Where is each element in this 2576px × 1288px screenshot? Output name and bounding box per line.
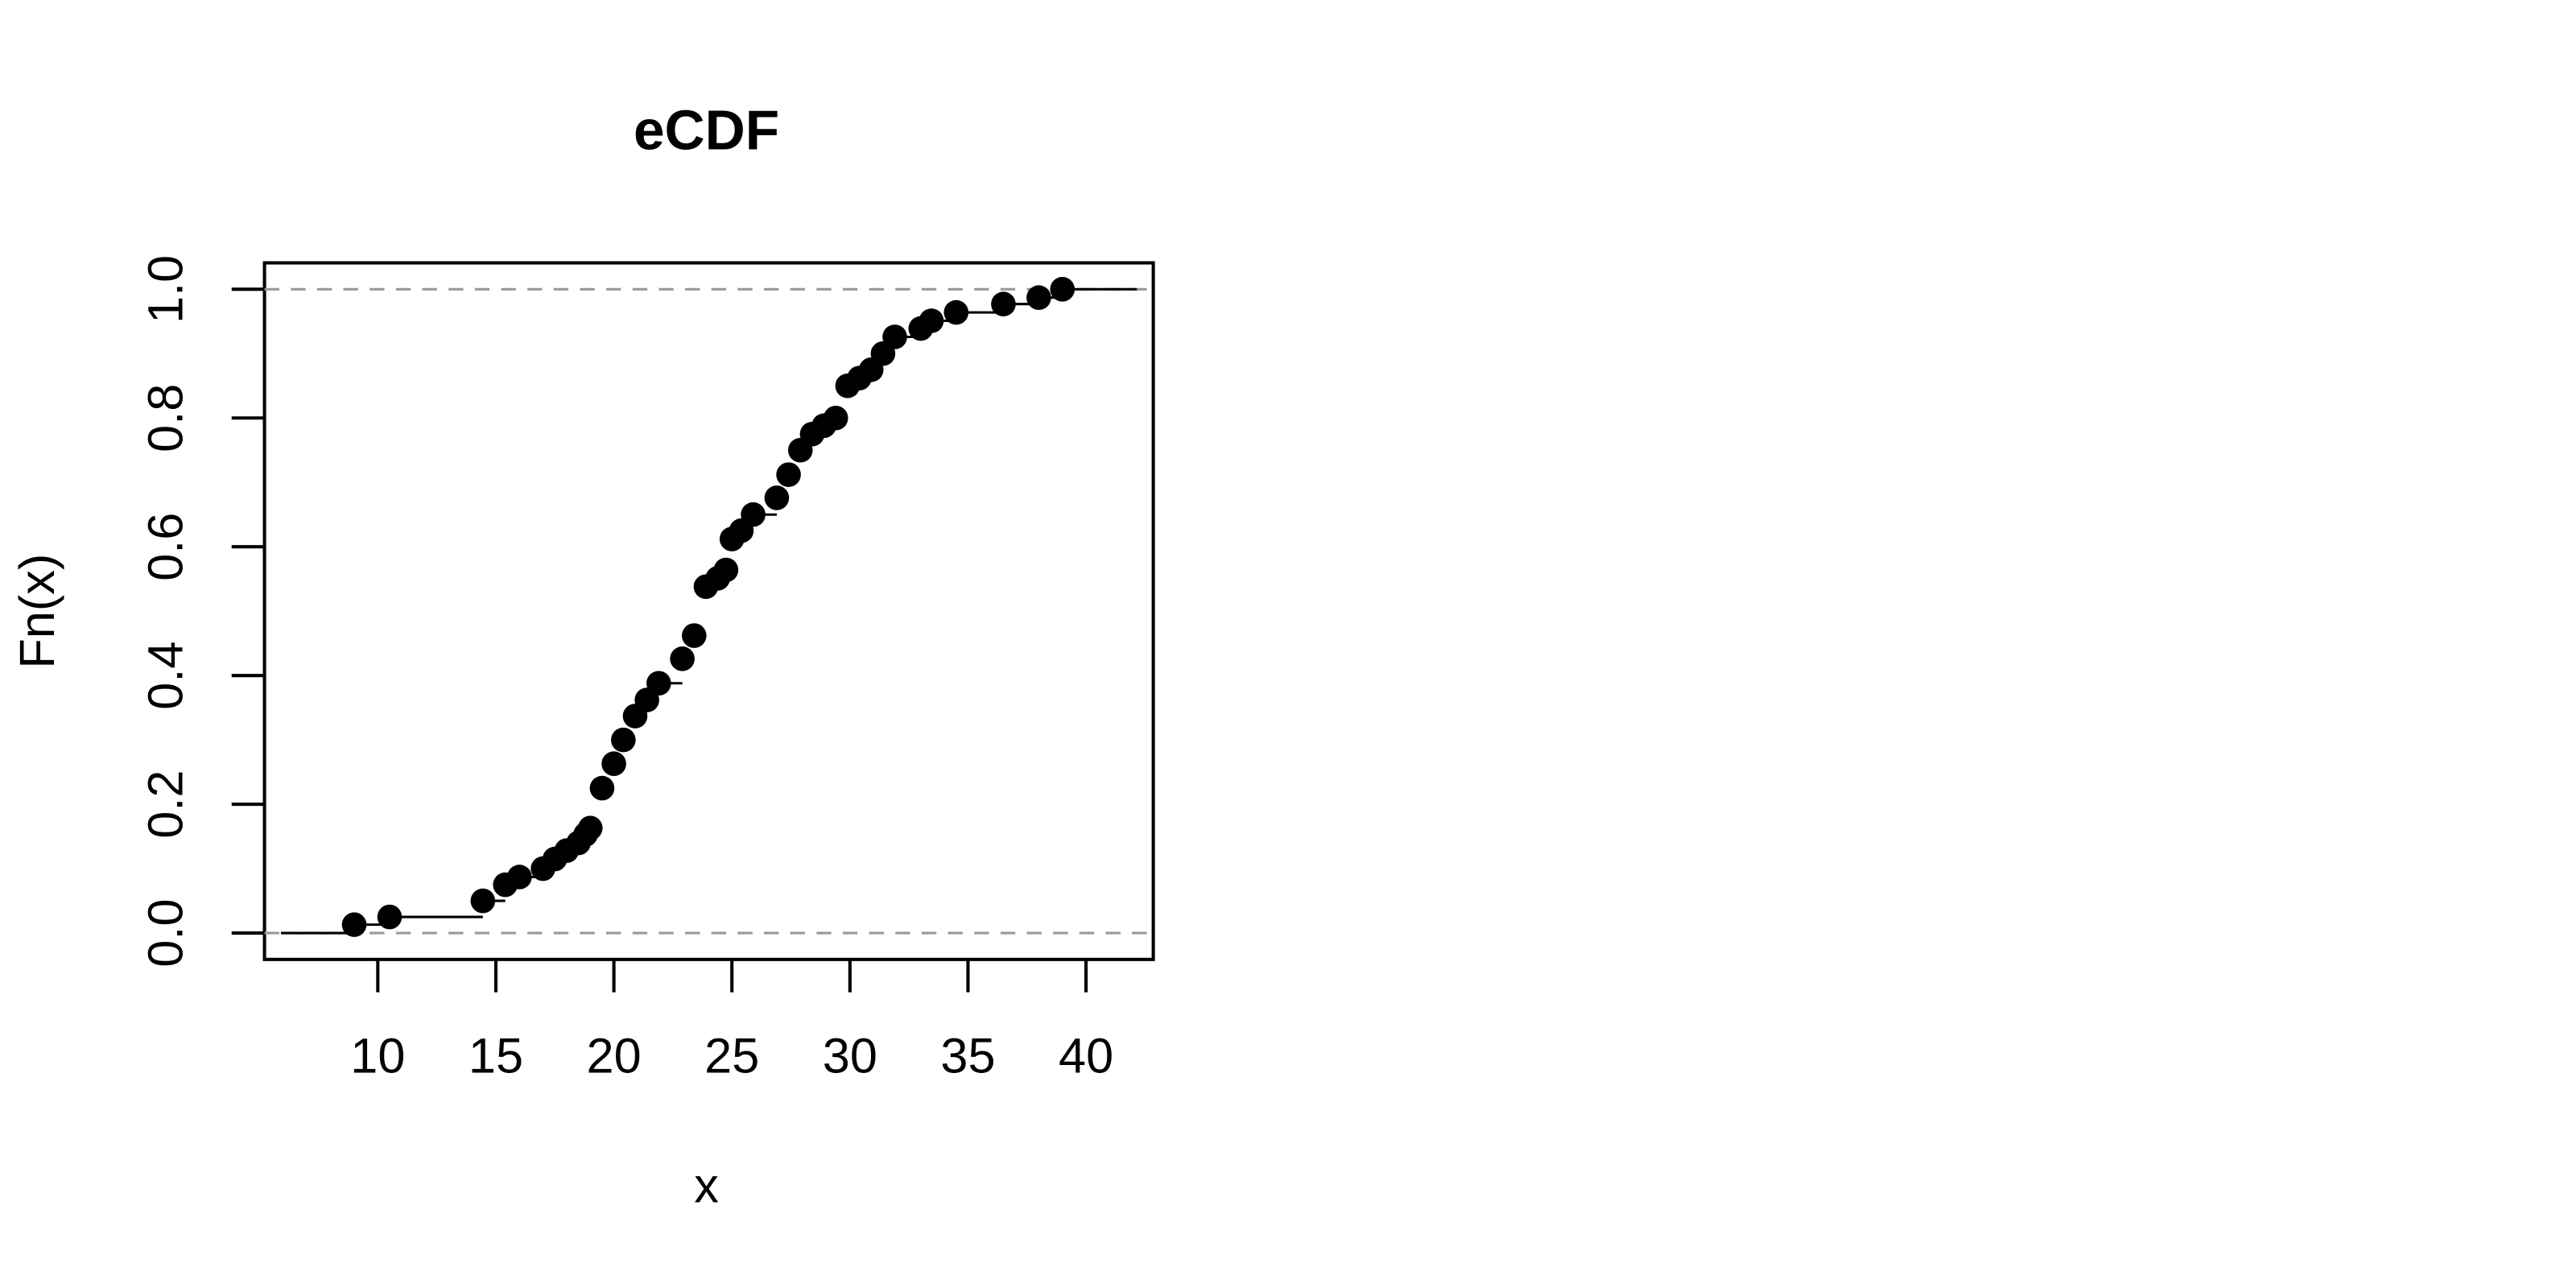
point [377, 904, 402, 930]
point [776, 462, 801, 487]
point [1026, 285, 1051, 311]
y-tick-label: 0.6 [138, 513, 192, 581]
point [919, 308, 944, 333]
y-tick-label: 0.0 [138, 898, 192, 967]
x-tick-label: 25 [704, 1028, 759, 1083]
point [577, 815, 603, 840]
point [882, 324, 907, 349]
point [764, 485, 790, 510]
x-tick-label: 40 [1059, 1028, 1113, 1083]
point [943, 299, 969, 325]
y-tick-label: 1.0 [138, 255, 192, 324]
y-tick-label: 0.8 [138, 384, 192, 452]
x-tick-label: 20 [587, 1028, 642, 1083]
x-tick-label: 30 [823, 1028, 877, 1083]
point [670, 646, 695, 671]
plot-frame [262, 261, 1155, 961]
y-tick-label: 0.2 [138, 770, 192, 839]
y-axis-label: Fn(x) [10, 554, 64, 669]
point [646, 671, 671, 696]
point [589, 775, 615, 801]
point [470, 888, 496, 914]
point [713, 557, 739, 583]
x-tick-label: 10 [350, 1028, 405, 1083]
point [681, 623, 707, 648]
point [823, 405, 848, 431]
x-tick-label: 35 [940, 1028, 995, 1083]
x-tick-label: 15 [469, 1028, 523, 1083]
point [741, 502, 766, 527]
point [601, 751, 626, 777]
point [991, 291, 1016, 317]
chart-title: eCDF [634, 99, 779, 162]
x-axis-label: x [694, 1158, 719, 1213]
y-tick-label: 0.4 [138, 642, 192, 710]
point [341, 912, 367, 937]
point [506, 865, 532, 890]
point [1050, 277, 1075, 302]
point [611, 727, 636, 753]
